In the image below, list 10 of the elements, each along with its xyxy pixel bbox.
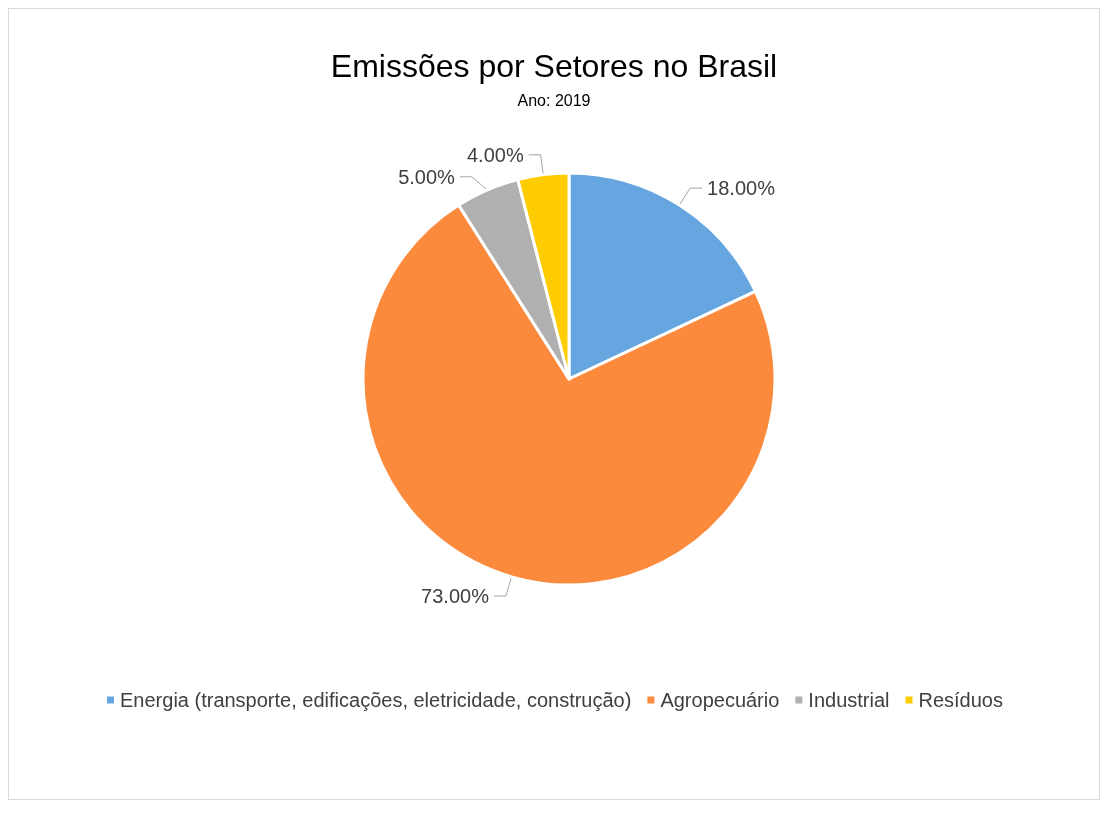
data-label: 5.00% bbox=[398, 165, 456, 188]
legend-label: Agropecuário bbox=[660, 689, 780, 711]
legend-label: Resíduos bbox=[918, 689, 1003, 711]
data-label: 18.00% bbox=[707, 177, 776, 200]
chart-subtitle: Ano: 2019 bbox=[517, 91, 591, 109]
legend-label: Energia (transporte, edificações, eletricidade, construção) bbox=[120, 689, 632, 711]
data-label: 73.00% bbox=[421, 585, 490, 608]
chart-title: Emissões por Setores no Brasil bbox=[330, 48, 778, 84]
data-label: 4.00% bbox=[466, 143, 524, 166]
legend-label: Industrial bbox=[808, 689, 890, 711]
